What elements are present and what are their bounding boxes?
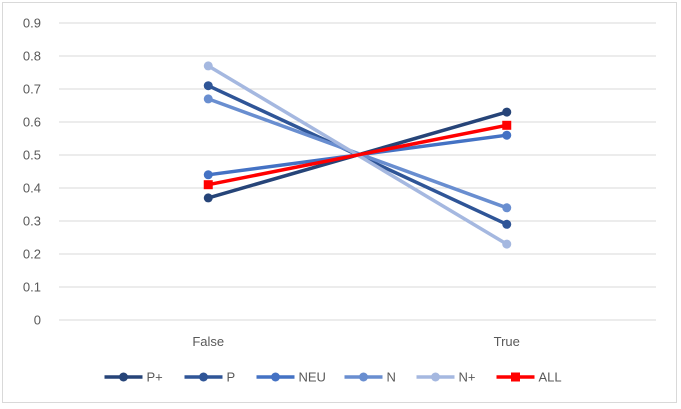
- y-tick-label: 0: [34, 313, 41, 328]
- legend-marker: [271, 372, 280, 382]
- legend: P+ P NEU N N+ ALL: [104, 370, 562, 385]
- data-point: [203, 94, 213, 104]
- legend-marker: [511, 372, 520, 382]
- y-tick-label: 0.2: [23, 247, 41, 262]
- legend-label: P+: [147, 370, 163, 385]
- data-point: [203, 193, 213, 203]
- x-axis: False True: [192, 334, 520, 349]
- legend-label: N: [387, 370, 396, 385]
- legend-label: P: [227, 370, 236, 385]
- legend-item: P+: [104, 370, 163, 385]
- data-point: [502, 107, 512, 117]
- data-point: [502, 219, 512, 229]
- x-tick-label: False: [192, 334, 224, 349]
- y-tick-label: 0.3: [23, 214, 41, 229]
- y-tick-label: 0.6: [23, 115, 41, 130]
- y-tick-label: 0.9: [23, 16, 41, 31]
- data-point: [203, 61, 213, 71]
- legend-label: ALL: [539, 370, 562, 385]
- legend-marker: [199, 372, 208, 382]
- legend-item: ALL: [496, 370, 562, 385]
- data-point: [502, 120, 512, 130]
- legend-marker: [431, 372, 440, 382]
- y-tick-label: 0.5: [23, 148, 41, 163]
- legend-item: P: [184, 370, 236, 385]
- gridlines: [59, 22, 656, 321]
- series-all: [203, 120, 512, 190]
- data-point: [203, 81, 213, 91]
- line-chart: 0 0.1 0.2 0.3 0.4 0.5 0.6 0.7 0.8 0.9 False True P…: [23, 16, 656, 385]
- x-tick-label: True: [494, 334, 520, 349]
- data-point: [502, 130, 512, 140]
- series-line: [206, 123, 509, 187]
- legend-item: N+: [416, 370, 476, 385]
- legend-marker: [359, 372, 368, 382]
- legend-item: N: [344, 370, 396, 385]
- legend-marker: [119, 372, 128, 382]
- chart-frame: 0 0.1 0.2 0.3 0.4 0.5 0.6 0.7 0.8 0.9 False True P…: [2, 2, 677, 403]
- series-lines: [203, 61, 512, 249]
- y-tick-label: 0.1: [23, 280, 41, 295]
- y-tick-label: 0.4: [23, 181, 41, 196]
- y-axis: 0 0.1 0.2 0.3 0.4 0.5 0.6 0.7 0.8 0.9: [23, 16, 41, 328]
- y-tick-label: 0.7: [23, 82, 41, 97]
- data-point: [502, 203, 512, 213]
- data-point: [203, 180, 213, 190]
- data-point: [203, 170, 213, 180]
- data-point: [502, 239, 512, 249]
- legend-label: N+: [459, 370, 476, 385]
- legend-label: NEU: [299, 370, 326, 385]
- y-tick-label: 0.8: [23, 49, 41, 64]
- legend-item: NEU: [256, 370, 326, 385]
